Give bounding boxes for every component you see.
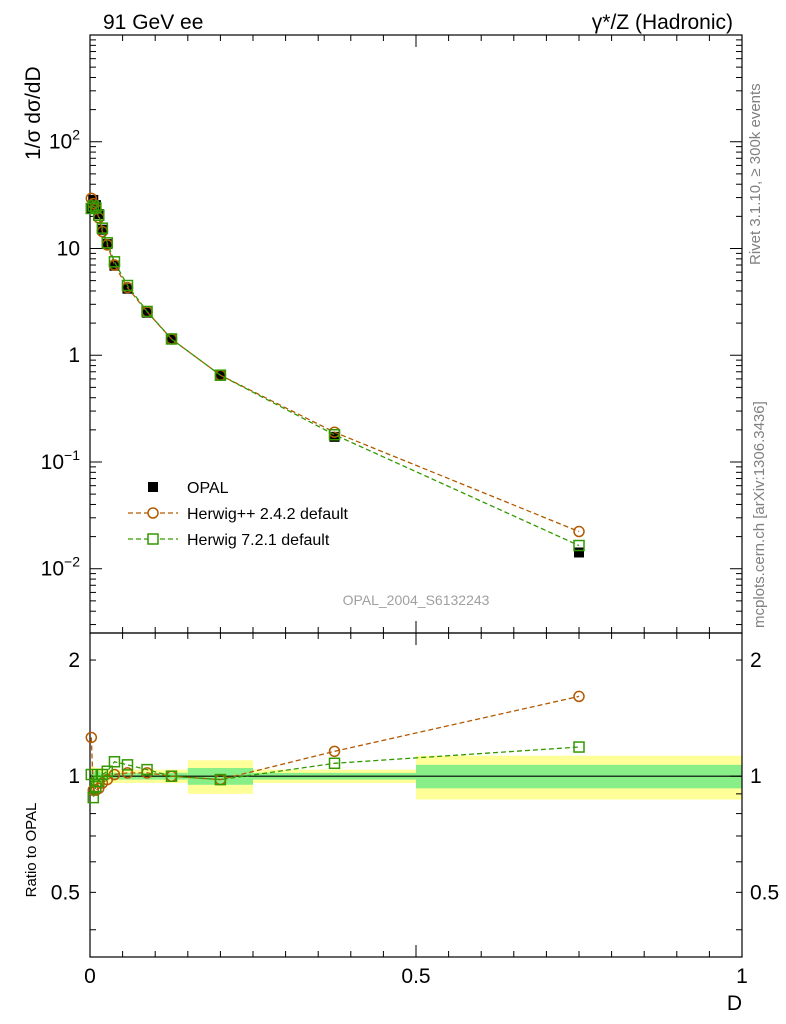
data-point xyxy=(101,765,114,777)
data-point xyxy=(165,770,178,782)
legend-label: OPAL xyxy=(187,480,229,497)
data-point xyxy=(141,305,153,318)
data-point xyxy=(121,759,134,771)
herwig7-series-line xyxy=(90,205,580,547)
rivet-label: Rivet 3.1.10, ≥ 300k events xyxy=(747,83,764,265)
legend-marker xyxy=(147,533,159,545)
y-tick-label: 10−1 xyxy=(41,447,81,474)
data-point xyxy=(96,222,109,234)
uncertainty-bands xyxy=(90,755,742,800)
data-point xyxy=(122,283,133,294)
data-point xyxy=(573,690,585,703)
main-y-axis-title: 1/σ dσ/dD xyxy=(22,66,45,160)
y-tick-label: 10 xyxy=(57,237,80,260)
header-left-label: 91 GeV ee xyxy=(103,11,203,34)
ratio-y-tick-label: 1 xyxy=(68,765,80,788)
data-point xyxy=(90,202,102,214)
data-point xyxy=(108,256,121,268)
data-point xyxy=(573,525,585,538)
data-point xyxy=(93,209,105,221)
data-point xyxy=(214,369,227,381)
main-series xyxy=(85,192,585,558)
legend: OPAL Herwig++ 2.4.2 default Herwig 7.2.1 d… xyxy=(128,480,349,549)
legend-label: Herwig 7.2.1 default xyxy=(187,532,330,549)
x-tick-label: 0 xyxy=(84,965,96,988)
data-point xyxy=(108,756,121,768)
ratio-herwigpp-series-line xyxy=(90,695,580,791)
ratio-herwig7-series xyxy=(85,741,585,804)
legend-marker xyxy=(147,507,159,519)
data-point xyxy=(165,333,178,345)
ratio-y-axis-title: Ratio to OPAL xyxy=(23,803,40,898)
ratio-y-tick-label: 2 xyxy=(68,649,80,672)
x-axis-title: D xyxy=(727,992,742,1015)
data-point xyxy=(573,741,585,753)
data-point xyxy=(85,768,98,781)
y-tick-label: 1 xyxy=(68,344,80,367)
legend-label: Herwig++ 2.4.2 default xyxy=(187,506,349,523)
data-point xyxy=(108,768,121,781)
ratio-series xyxy=(85,690,585,804)
main-panel-frame: 10−2 10−1 1 10 102 xyxy=(41,34,743,634)
analysis-watermark: OPAL_2004_S6132243 xyxy=(343,592,490,608)
ratio-y-tick-label-right: 0.5 xyxy=(750,881,779,904)
data-point xyxy=(214,773,227,786)
ratio-y-tick-label: 0.5 xyxy=(51,881,80,904)
data-point xyxy=(573,539,585,552)
data-point xyxy=(121,279,134,292)
legend-marker xyxy=(148,482,158,492)
data-point xyxy=(121,767,134,779)
data-point xyxy=(328,757,341,770)
data-point xyxy=(87,791,100,804)
opal-series xyxy=(86,194,584,558)
x-tick-label: 1 xyxy=(736,965,748,988)
herwig7-series xyxy=(85,200,585,552)
data-point xyxy=(574,547,584,558)
data-point xyxy=(109,260,120,271)
header-right-label: γ*/Z (Hadronic) xyxy=(592,11,733,34)
ratio-y-tick-label-right: 1 xyxy=(750,765,762,788)
data-point xyxy=(328,428,341,441)
y-tick-label: 102 xyxy=(49,127,80,154)
data-point xyxy=(93,209,104,220)
data-point xyxy=(141,763,153,776)
x-tick-label: 0.5 xyxy=(401,965,430,988)
data-point xyxy=(328,745,341,758)
data-point xyxy=(101,237,114,249)
data-point xyxy=(85,731,98,744)
ratio-y-tick-label-right: 2 xyxy=(750,649,762,672)
data-point xyxy=(88,194,99,205)
ratio-panel-frame: 0.5 0.5 1 1 2 2 0 0.5 1 xyxy=(51,632,779,988)
herwigpp-series xyxy=(85,192,585,538)
mcplots-label: mcplots.cern.ch [arXiv:1306.3436] xyxy=(751,401,768,628)
data-point xyxy=(93,775,105,788)
y-tick-label: 10−2 xyxy=(41,554,81,581)
herwigpp-series-line xyxy=(90,198,580,533)
